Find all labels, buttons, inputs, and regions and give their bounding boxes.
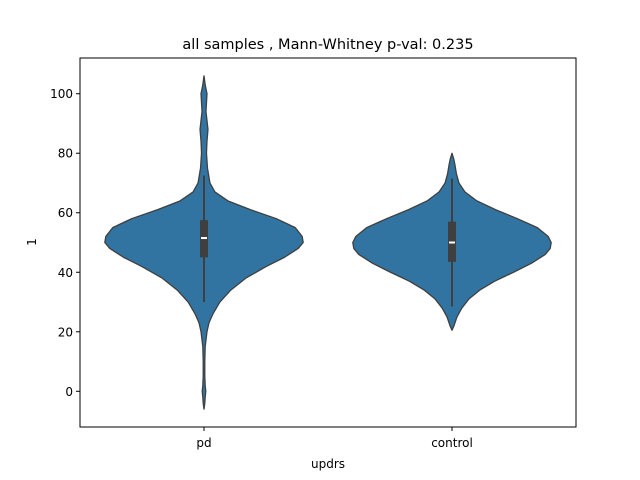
y-axis-label: 1 [25,238,39,246]
y-tick-label: 0 [65,385,73,399]
chart-title: all samples , Mann-Whitney p-val: 0.235 [182,37,473,53]
y-tick-label: 100 [50,87,73,101]
x-tick-label: control [431,436,473,450]
x-axis-ticks: pd control [196,427,473,450]
y-tick-label: 80 [58,147,73,161]
violins-layer [104,75,552,410]
y-tick-label: 20 [58,325,73,339]
plot-frame [79,57,577,428]
y-axis-ticks: 0 20 40 60 80 100 [50,87,80,399]
y-tick-label: 60 [58,206,73,220]
x-axis-label: updrs [311,457,345,471]
x-tick-label: pd [196,436,211,450]
y-tick-label: 40 [58,266,73,280]
